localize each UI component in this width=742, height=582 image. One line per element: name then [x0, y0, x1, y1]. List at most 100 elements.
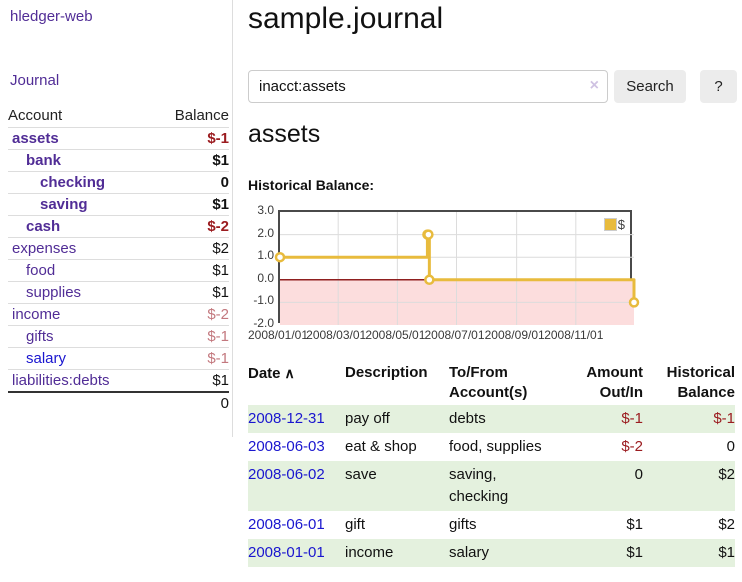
account-row: saving $1 — [8, 193, 229, 216]
account-row: expenses $2 — [8, 237, 229, 260]
account-row: cash $-2 — [8, 215, 229, 238]
x-tick-label: 2008/07/01 — [424, 328, 485, 342]
transaction-row: 2008-12-31 pay off debts $-1 $-1 — [248, 405, 735, 433]
y-tick-label: 3.0 — [257, 203, 274, 217]
account-balance: 0 — [152, 171, 229, 194]
account-row: gifts $-1 — [8, 325, 229, 348]
register-table: Date ∧ Description To/From Account(s) Amount… — [248, 361, 735, 567]
account-link[interactable]: supplies — [26, 284, 82, 301]
account-link[interactable]: expenses — [12, 240, 77, 257]
account-row: supplies $1 — [8, 281, 229, 304]
transaction-date-link[interactable]: 2008-12-31 — [248, 410, 325, 427]
account-balance: $1 — [152, 281, 229, 304]
account-row: checking 0 — [8, 171, 229, 194]
transaction-accounts: gifts — [449, 516, 477, 533]
account-balance: $-1 — [152, 325, 229, 348]
account-link[interactable]: assets — [12, 130, 59, 147]
transaction-date-link[interactable]: 2008-06-03 — [248, 438, 325, 455]
transaction-accounts: saving, checking — [449, 466, 509, 505]
account-balance: $1 — [152, 149, 229, 172]
transaction-description: save — [345, 466, 377, 483]
transaction-amount: $1 — [626, 544, 643, 561]
account-row: income $-2 — [8, 303, 229, 326]
x-tick-label: 2008/01/01 — [247, 328, 309, 342]
chart-legend: $ — [602, 216, 626, 233]
transaction-row: 2008-06-03 eat & shop food, supplies $-2 0 — [248, 433, 735, 461]
transaction-accounts: debts — [449, 410, 486, 427]
y-tick-label: 0.0 — [257, 270, 274, 285]
x-tick-label: 2008/03/01 — [306, 328, 367, 342]
accounts-total: 0 — [152, 391, 229, 414]
account-row: salary $-1 — [8, 347, 229, 370]
account-link[interactable]: salary — [26, 350, 67, 367]
x-tick-label: 2008/11/01 — [544, 328, 604, 342]
account-balance: $1 — [152, 369, 229, 392]
transaction-date-link[interactable]: 2008-06-02 — [248, 466, 325, 483]
main-content: sample.journal × Search ? assets Histori… — [247, 0, 737, 582]
account-row: liabilities:debts $1 — [8, 369, 229, 392]
transaction-date-link[interactable]: 2008-01-01 — [248, 544, 325, 561]
accounts-table: Account Balance assets $-1 bank $1 checking 0… — [8, 104, 229, 414]
accounts-table-header: Account Balance — [8, 104, 229, 128]
register-table-body: 2008-12-31 pay off debts $-1 $-1 2008-06-03 ea… — [248, 405, 735, 567]
account-link[interactable]: saving — [40, 196, 88, 213]
y-tick-label: 2.0 — [257, 225, 274, 240]
search-button[interactable]: Search — [614, 70, 686, 103]
sidebar-item-journal[interactable]: Journal — [10, 72, 60, 89]
transaction-description: pay off — [345, 410, 390, 427]
account-link[interactable]: cash — [26, 218, 61, 235]
account-link[interactable]: bank — [26, 152, 62, 169]
register-header-row: Date ∧ Description To/From Account(s) Amount… — [248, 361, 735, 405]
accounts-header-account: Account — [8, 107, 63, 124]
transaction-accounts: food, supplies — [449, 438, 542, 455]
transaction-date-link[interactable]: 2008-06-01 — [248, 516, 325, 533]
account-balance: $-1 — [152, 347, 229, 370]
transaction-balance: $2 — [718, 466, 735, 483]
account-balance: $2 — [152, 237, 229, 260]
transaction-row: 2008-06-02 save saving, checking 0 $2 — [248, 461, 735, 511]
sort-up-icon: ∧ — [284, 365, 295, 381]
search-box: × — [248, 70, 608, 103]
accounts-total-row: 0 — [8, 391, 229, 414]
accounts-table-body: assets $-1 bank $1 checking 0 saving $1 cash $-2 e… — [8, 127, 229, 414]
sidebar: hledger-web Journal Account Balance asse… — [0, 0, 233, 437]
y-tick-label: -1.0 — [253, 293, 274, 308]
transaction-accounts: salary — [449, 544, 490, 561]
transaction-description: eat & shop — [345, 438, 417, 455]
transaction-row: 2008-06-01 gift gifts $1 $2 — [248, 511, 735, 539]
transaction-balance: $1 — [718, 544, 735, 561]
account-link[interactable]: liabilities:debts — [12, 372, 110, 389]
account-link[interactable]: checking — [40, 174, 106, 191]
transaction-balance: 0 — [726, 438, 735, 455]
page-title: sample.journal — [248, 2, 444, 35]
account-link[interactable]: gifts — [26, 328, 54, 345]
account-link[interactable]: income — [12, 306, 61, 323]
x-tick-label: 2008/05/01 — [365, 328, 426, 342]
transaction-balance: $2 — [718, 516, 735, 533]
account-link[interactable]: food — [26, 262, 56, 279]
account-balance: $-1 — [152, 127, 229, 150]
transaction-amount: 0 — [634, 466, 643, 483]
chart-svg — [274, 212, 640, 325]
clear-search-icon[interactable]: × — [589, 77, 599, 94]
transaction-balance: $-1 — [713, 410, 735, 427]
transaction-amount: $-2 — [621, 438, 643, 455]
account-balance: $-2 — [152, 215, 229, 238]
register-header-amount-out-in: Amount Out/In — [586, 364, 643, 401]
account-row: food $1 — [8, 259, 229, 282]
transaction-description: gift — [345, 516, 366, 533]
register-header-historical-balance: Historical Balance — [666, 364, 735, 401]
register-header-to-from-account-s-: To/From Account(s) — [449, 364, 528, 401]
register-header-date[interactable]: Date ∧ — [248, 365, 295, 382]
chart-plot-area: $ — [274, 210, 640, 325]
help-button[interactable]: ? — [700, 70, 737, 103]
legend-swatch-icon — [603, 218, 617, 231]
account-row: assets $-1 — [8, 127, 229, 150]
account-heading: assets — [248, 120, 321, 148]
chart-title: Historical Balance: — [248, 177, 375, 193]
account-balance: $-2 — [152, 303, 229, 326]
brand-link[interactable]: hledger-web — [10, 8, 93, 25]
search-input[interactable] — [248, 70, 608, 103]
y-tick-label: 1.0 — [257, 248, 274, 263]
search-form: × Search ? — [248, 70, 737, 103]
